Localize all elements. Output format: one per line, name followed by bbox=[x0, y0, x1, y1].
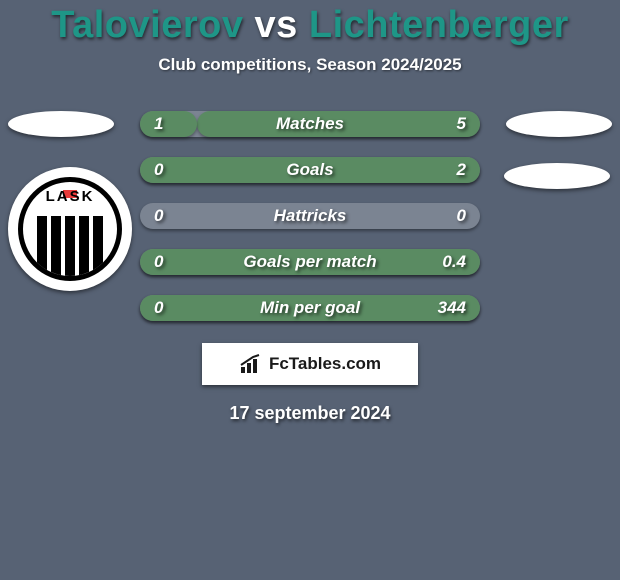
stat-row-goals: 0 Goals 2 bbox=[140, 157, 480, 183]
stat-right-value: 0.4 bbox=[442, 249, 466, 275]
stat-row-matches: 1 Matches 5 bbox=[140, 111, 480, 137]
player1-name: Talovierov bbox=[51, 4, 243, 46]
club-badge-inner: LASK bbox=[18, 177, 122, 281]
stat-row-goals-per-match: 0 Goals per match 0.4 bbox=[140, 249, 480, 275]
subtitle: Club competitions, Season 2024/2025 bbox=[0, 55, 620, 75]
club-name-label: LASK bbox=[46, 188, 95, 205]
stat-label: Hattricks bbox=[140, 203, 480, 229]
stat-row-hattricks: 0 Hattricks 0 bbox=[140, 203, 480, 229]
comparison-title: Talovierov vs Lichtenberger bbox=[0, 0, 620, 47]
stat-label: Goals per match bbox=[140, 249, 480, 275]
stat-label: Goals bbox=[140, 157, 480, 183]
stat-right-value: 344 bbox=[438, 295, 466, 321]
stat-label: Min per goal bbox=[140, 295, 480, 321]
player2-name: Lichtenberger bbox=[309, 4, 569, 46]
stat-right-value: 2 bbox=[457, 157, 466, 183]
source-label: FcTables.com bbox=[269, 354, 381, 374]
stat-right-value: 0 bbox=[457, 203, 466, 229]
vs-separator: vs bbox=[243, 4, 308, 46]
stat-row-min-per-goal: 0 Min per goal 344 bbox=[140, 295, 480, 321]
stat-bars: 1 Matches 5 0 Goals 2 0 Hattricks 0 0 Go… bbox=[140, 111, 480, 341]
club-stripes-icon bbox=[23, 216, 117, 276]
stat-right-value: 5 bbox=[457, 111, 466, 137]
player1-flag-icon bbox=[8, 111, 114, 137]
date-label: 17 september 2024 bbox=[0, 403, 620, 424]
player2-club-icon bbox=[504, 163, 610, 189]
bar-chart-icon bbox=[239, 353, 263, 375]
player1-club-badge: LASK bbox=[8, 167, 132, 291]
source-badge: FcTables.com bbox=[202, 343, 418, 385]
player2-flag-icon bbox=[506, 111, 612, 137]
stat-label: Matches bbox=[140, 111, 480, 137]
